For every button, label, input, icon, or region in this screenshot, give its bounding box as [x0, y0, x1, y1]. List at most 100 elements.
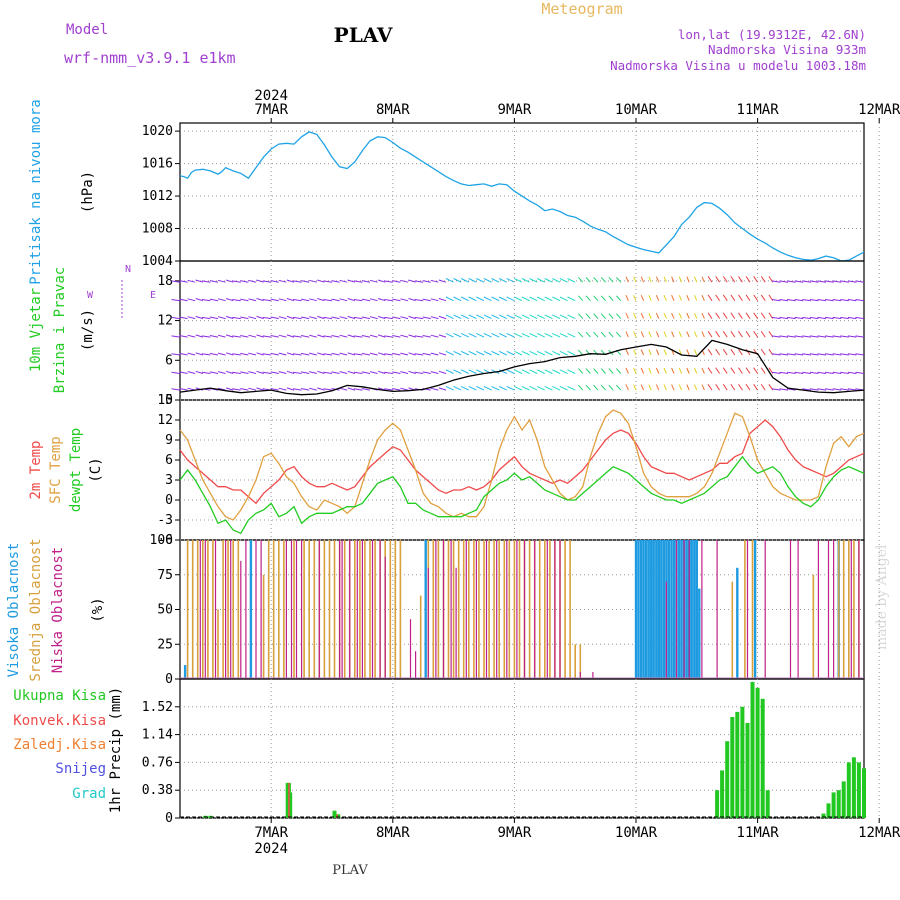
side-labels: Pritisak na nivou mora (hPa) 10m Vjetar Brz… [6, 99, 156, 813]
wind-barb [625, 349, 629, 356]
wind-barb [278, 316, 287, 320]
wind-barb [771, 353, 781, 356]
wind-barb [567, 314, 576, 320]
wind-barb [686, 367, 690, 374]
wind-barb [179, 388, 188, 391]
wind-barb [678, 367, 683, 374]
total-precip-bar [765, 790, 770, 818]
wind-barb [293, 316, 302, 320]
mid-cloud-bar [513, 540, 516, 679]
wind-barb [832, 280, 842, 283]
low-cloud-axis-label: Niska Oblacnost [50, 547, 66, 673]
wind-barb [521, 385, 530, 391]
high-cloud-bar [183, 665, 187, 679]
wind-barb [323, 388, 333, 391]
wind-barb [600, 331, 606, 338]
model-name: wrf-nmm_v3.9.1 e1km [64, 49, 236, 67]
low-cloud-bar [341, 540, 343, 679]
top-day-label: 8MAR [376, 102, 410, 118]
wind-barb [730, 367, 736, 374]
wind-barb [585, 313, 591, 319]
low-cloud-bar [789, 540, 792, 679]
wind-barb [369, 298, 378, 302]
low-cloud-bar [665, 581, 667, 679]
total-precip-bar [851, 757, 856, 818]
wind-barb [802, 280, 811, 283]
wind-barb [625, 367, 629, 374]
high-cloud-bar [753, 540, 757, 679]
wind-barb [745, 384, 751, 391]
wind-barb [521, 314, 530, 320]
temperature-ytick-label: 9 [165, 433, 173, 448]
wind-barb [544, 296, 553, 302]
wind-barb [578, 313, 584, 319]
wind-barb [195, 352, 203, 356]
wind-barb [753, 312, 759, 319]
wind-barb [840, 371, 849, 374]
wind-barb [400, 352, 409, 356]
low-cloud-bar [465, 540, 467, 679]
mid-cloud-bar [452, 540, 455, 679]
wind-barb [608, 276, 614, 283]
wind-barb [802, 353, 811, 356]
wind-barb [392, 280, 401, 283]
wind-barb [552, 332, 561, 338]
wind-barb [179, 352, 188, 356]
mid-cloud-bar [394, 540, 397, 679]
wind-barb [270, 352, 279, 356]
low-cloud-bar [356, 540, 358, 679]
wind-barb [248, 316, 257, 320]
low-cloud-bar [301, 540, 303, 679]
wind-barb [377, 334, 386, 338]
wind-barb [414, 353, 424, 356]
wind-barb [840, 299, 849, 302]
wind-barb [536, 296, 546, 302]
wind-barb [648, 349, 652, 356]
wind-barb [552, 296, 561, 302]
wind-barb [468, 278, 477, 283]
wind-barb [832, 335, 842, 338]
wind-barb [384, 388, 393, 391]
low-cloud-bar [546, 540, 548, 679]
wind-ytick-label: 12 [157, 314, 173, 329]
wind-barb [483, 278, 492, 283]
wind-barb [817, 316, 827, 320]
temperature-ytick-label: 3 [165, 473, 173, 488]
wind-barb [430, 298, 439, 302]
high-cloud-bar [736, 567, 739, 679]
wind-barb [422, 280, 431, 283]
wind-barb [270, 335, 279, 338]
watermark: made by Angel [874, 544, 890, 650]
mid-cloud-bar [503, 540, 506, 679]
wind-barb [438, 370, 447, 374]
wind-barb [422, 316, 431, 320]
wind-barb [361, 280, 371, 283]
wind-barb [248, 334, 257, 338]
wind-barb [256, 334, 264, 338]
high-cloud-bar [698, 588, 701, 679]
wind-barb [347, 352, 355, 356]
wind-barb [722, 294, 728, 301]
wind-barb [460, 296, 470, 302]
wind-barb [671, 295, 675, 301]
mid-cloud-bar [227, 540, 229, 679]
wind-barb [779, 388, 789, 391]
wind-barb [802, 316, 811, 320]
wind-barb [392, 388, 401, 391]
wind-barb [286, 352, 295, 356]
elevation-label: Nadmorska Visina 933m [708, 42, 866, 57]
wind-barb [809, 316, 819, 320]
mid-cloud-bar [419, 595, 422, 679]
wind-barb [585, 384, 591, 391]
mid-cloud-bar [207, 540, 209, 679]
wind-barb [787, 280, 796, 283]
wind-barb [498, 296, 508, 302]
low-cloud-bar [683, 540, 685, 679]
wind-barb [353, 299, 363, 302]
wind-barb [779, 299, 789, 302]
total-precip-bar [720, 770, 725, 818]
wind-barb [331, 335, 340, 338]
wind-barb [400, 371, 409, 374]
chart-title: PLAV [334, 23, 393, 47]
wind-barb [445, 350, 454, 356]
